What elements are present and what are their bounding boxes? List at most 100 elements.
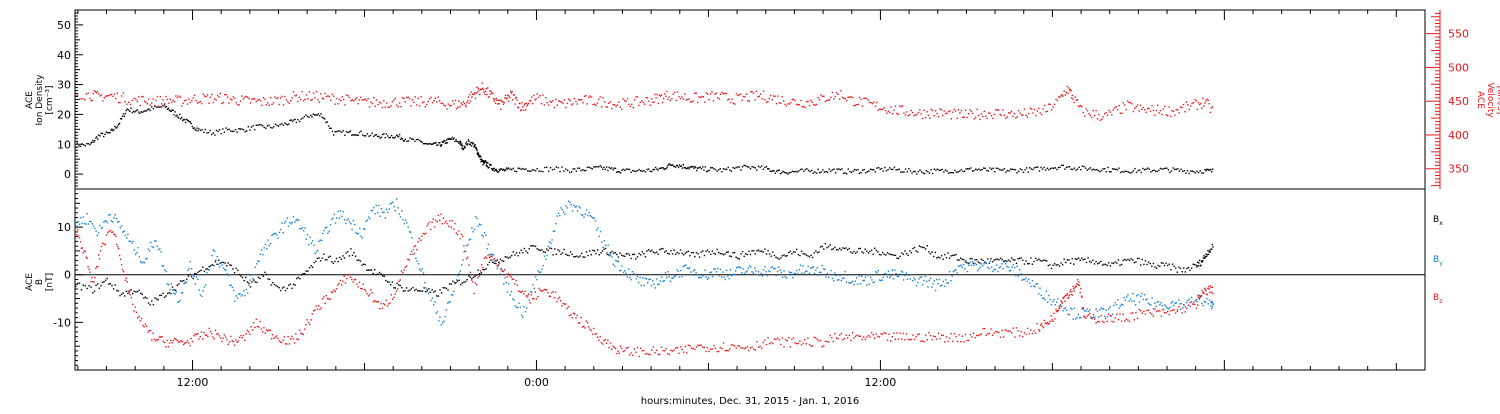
by-series-point (273, 232, 276, 235)
density-series-point (168, 109, 170, 111)
bx-series-point (259, 277, 261, 280)
by-series-point (913, 277, 915, 279)
bx-series-point (237, 269, 239, 272)
bz-series-point (441, 223, 443, 225)
bz-series-point (214, 329, 217, 332)
density-series-point (1019, 168, 1021, 170)
by-series-point (1063, 308, 1065, 310)
density-series-point (461, 143, 463, 145)
velocity-series-point (503, 101, 505, 104)
bx-series-point (923, 246, 925, 249)
bz-series-point (265, 329, 268, 331)
bx-series-point (339, 256, 341, 259)
bx-series-point (154, 297, 156, 299)
density-series-point (838, 168, 840, 170)
bz-series-point (95, 267, 97, 270)
by-series-point (523, 305, 525, 308)
density-series-point (339, 130, 341, 132)
velocity-series-point (486, 93, 488, 96)
bx-series-point (1120, 263, 1123, 266)
bz-series-point (186, 340, 189, 342)
velocity-series-point (330, 99, 332, 101)
by-series-point (797, 272, 799, 275)
bz-series-point (826, 340, 828, 343)
x-tick-label: 0:00 (524, 376, 549, 389)
velocity-series-point (444, 105, 447, 107)
density-series-point (1029, 167, 1031, 169)
velocity-series-point (755, 90, 758, 92)
bx-series-point (697, 253, 699, 255)
bz-series-point (732, 344, 734, 346)
density-series-point (900, 171, 902, 173)
bz-series-point (1091, 317, 1093, 320)
density-axis-label-line: Ion Density (35, 74, 45, 126)
by-series-point (933, 280, 935, 282)
bz-series-point (223, 334, 226, 336)
velocity-series-point (874, 105, 877, 107)
bz-series-point (619, 345, 622, 348)
velocity-series-point (545, 97, 547, 99)
by-series-point (554, 230, 556, 232)
by-series-point (934, 289, 937, 292)
velocity-series-point (465, 105, 467, 108)
velocity-series-point (537, 96, 540, 99)
velocity-series-point (446, 108, 448, 110)
density-series-point (600, 166, 603, 168)
bz-series-point (1089, 313, 1091, 315)
bz-series-point (1155, 310, 1158, 313)
density-series-point (1142, 167, 1144, 170)
velocity-series-point (304, 98, 306, 100)
bx-series-point (1211, 248, 1213, 250)
by-series-point (669, 280, 672, 282)
density-series-point (226, 129, 229, 131)
density-series-point (901, 171, 904, 173)
bx-series-point (108, 283, 110, 285)
bx-series-point (157, 299, 159, 301)
velocity-series-point (651, 98, 653, 100)
velocity-series-point (1002, 109, 1004, 111)
by-series-point (568, 200, 570, 202)
by-series-point (314, 252, 316, 255)
by-series-point (1035, 283, 1037, 285)
density-series-point (588, 166, 590, 168)
density-series-point (455, 139, 457, 141)
bz-series-point (1157, 310, 1159, 312)
velocity-series-point (916, 113, 918, 116)
density-series-point (887, 169, 889, 171)
density-series-point (203, 131, 205, 133)
by-series-point (1061, 305, 1063, 308)
velocity-series-point (595, 104, 597, 106)
density-series-point (177, 116, 179, 118)
bx-series-point (659, 248, 661, 251)
density-series-point (616, 171, 618, 173)
density-series-point (779, 173, 782, 175)
bx-series-point (574, 255, 577, 258)
bz-series-point (167, 346, 170, 348)
bz-series-point (103, 243, 105, 245)
density-series-point (690, 166, 692, 168)
bz-series-point (267, 330, 269, 332)
bz-series-point (858, 335, 860, 337)
velocity-series-point (1095, 110, 1097, 112)
bz-series-point (149, 329, 152, 332)
bz-series-point (547, 292, 549, 294)
by-series-point (943, 285, 946, 288)
density-series-point (284, 122, 286, 124)
velocity-series-point (983, 110, 985, 113)
bz-series-point (138, 315, 140, 318)
bz-series-point (118, 247, 120, 250)
bx-series-point (643, 253, 645, 255)
bz-series-point (209, 330, 212, 333)
velocity-series-point (291, 97, 293, 99)
velocity-series-point (850, 95, 852, 98)
bz-series-point (87, 266, 89, 268)
density-series-point (1068, 166, 1071, 168)
by-series-point (508, 283, 510, 285)
density-series-point (967, 168, 969, 170)
density-series-point (108, 132, 110, 134)
velocity-series-point (499, 99, 501, 101)
velocity-series-point (579, 99, 581, 101)
bz-series-point (427, 223, 429, 225)
bz-series-point (1101, 320, 1104, 323)
density-series-point (300, 118, 302, 120)
